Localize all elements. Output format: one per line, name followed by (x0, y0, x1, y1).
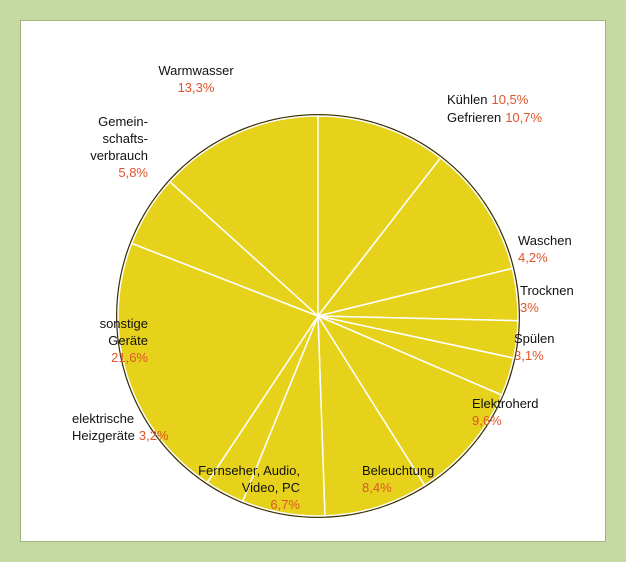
slice-label: sonstige Geräte 21,6% (40, 315, 148, 366)
category-name: Fernseher, Audio, Video, PC (198, 463, 300, 495)
value-label: 13,3% (177, 80, 215, 95)
value-label: 6,7% (270, 497, 300, 512)
value-label: 10,5% (491, 92, 529, 107)
category-name: Beleuchtung (362, 463, 435, 478)
category-name: Gefrieren (447, 110, 502, 125)
pie-slice (168, 115, 319, 318)
category-name: Kühlen (447, 92, 488, 107)
value-label: 9,6% (472, 413, 502, 428)
value-label: 3,1% (514, 348, 544, 363)
value-label: 21,6% (111, 350, 148, 365)
slice-label: Spülen 3,1% (514, 330, 554, 364)
slice-label: Beleuchtung 8,4% (362, 462, 434, 496)
pie-slice (317, 115, 442, 319)
category-name: Trocknen (520, 283, 574, 298)
pie-slice (316, 156, 514, 318)
category-name: Elektroherd (472, 396, 539, 411)
value-label: 4,2% (518, 250, 548, 265)
category-name: Spülen (514, 331, 555, 346)
slice-label: Elektroherd 9,6% (472, 395, 538, 429)
slice-label: Waschen 4,2% (518, 232, 572, 266)
pie-slice (317, 313, 426, 517)
slice-label: Kühlen 10,5% (447, 91, 528, 108)
pie-slice (117, 242, 320, 484)
category-name: Gemein- schafts- verbrauch (90, 114, 148, 163)
category-name: Warmwasser (158, 63, 234, 78)
slice-label: elektrische Heizgeräte 3,2% (72, 410, 169, 444)
category-name: elektrische Heizgeräte (72, 411, 135, 443)
category-name: Waschen (518, 233, 572, 248)
category-name: sonstige Geräte (99, 316, 148, 348)
slice-label: Trocknen 3% (520, 282, 574, 316)
value-label: 8,4% (362, 480, 392, 495)
pie-slice (316, 314, 503, 487)
slice-label: Gemein- schafts- verbrauch 5,8% (40, 113, 148, 181)
slice-label: Warmwasser 13,3% (136, 62, 256, 96)
pie-slice (130, 180, 319, 317)
value-label: 3,2% (138, 428, 169, 443)
value-label: 10,7% (505, 110, 543, 125)
slice-label: Fernseher, Audio, Video, PC 6,7% (140, 462, 300, 513)
slice-label: Gefrieren 10,7% (447, 109, 542, 126)
value-label: 3% (520, 300, 539, 315)
value-label: 5,8% (118, 165, 148, 180)
